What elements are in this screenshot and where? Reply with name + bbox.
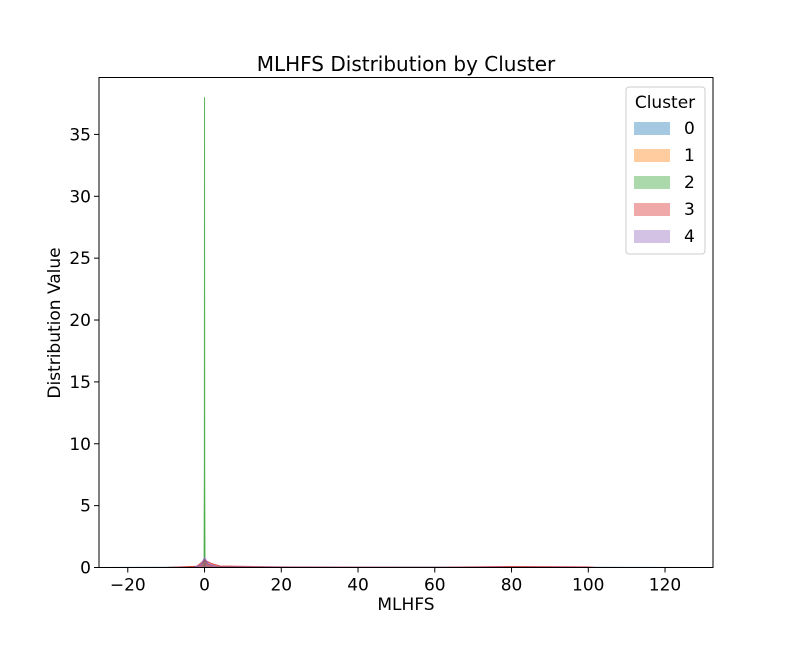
- x-tick-label: 0: [199, 576, 210, 596]
- legend-swatch-1: [634, 149, 670, 162]
- x-tick-label: 20: [270, 576, 292, 596]
- x-tick-label: −20: [110, 576, 146, 596]
- legend-swatch-3: [634, 203, 670, 216]
- series-area-2: [202, 97, 207, 568]
- y-tick-label: 5: [80, 497, 91, 517]
- legend-swatch-0: [634, 122, 670, 135]
- y-tick-label: 35: [69, 125, 91, 145]
- x-tick-label: 40: [347, 576, 369, 596]
- legend-swatch-2: [634, 176, 670, 189]
- series-group: [100, 97, 708, 568]
- legend-items: 0 1 2 3 4: [634, 119, 695, 247]
- legend-label-2: 2: [684, 173, 695, 193]
- chart-title: MLHFS Distribution by Cluster: [257, 52, 556, 76]
- x-axis-label: MLHFS: [377, 595, 434, 615]
- y-axis-label: Distribution Value: [45, 247, 65, 398]
- legend-label-4: 4: [684, 227, 695, 247]
- y-tick-label: 30: [69, 187, 91, 207]
- x-axis: −20 0 20 40 60 80 100 120: [110, 567, 681, 596]
- legend-label-3: 3: [684, 200, 695, 220]
- x-tick-label: 80: [501, 576, 523, 596]
- y-axis: 0 5 10 15 20 25 30 35: [69, 125, 99, 579]
- x-tick-label: 120: [649, 576, 681, 596]
- legend-box: [625, 86, 706, 255]
- y-tick-label: 25: [69, 249, 91, 269]
- y-tick-label: 10: [69, 435, 91, 455]
- plot-frame: [98, 77, 714, 568]
- y-tick-label: 20: [69, 311, 91, 331]
- legend: Cluster 0 1 2 3 4: [625, 86, 706, 255]
- x-tick-label: 100: [572, 576, 604, 596]
- y-tick-label: 0: [80, 559, 91, 579]
- x-tick-label: 60: [424, 576, 446, 596]
- legend-label-1: 1: [684, 146, 695, 166]
- y-tick-label: 15: [69, 373, 91, 393]
- legend-label-0: 0: [684, 119, 695, 139]
- series-area-3: [166, 559, 597, 568]
- legend-title: Cluster: [635, 93, 695, 113]
- legend-swatch-4: [634, 230, 670, 243]
